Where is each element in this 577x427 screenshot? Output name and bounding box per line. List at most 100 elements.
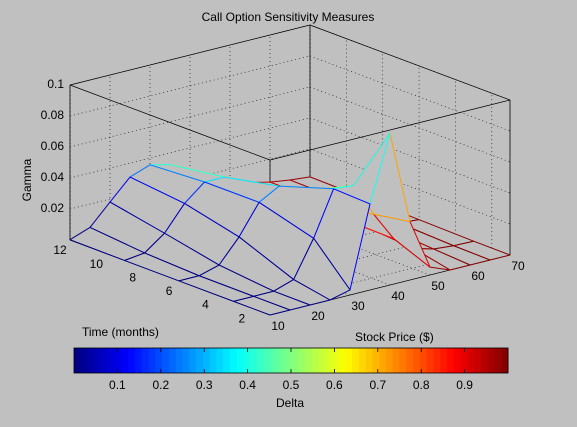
colorbar-cell [352, 348, 360, 373]
colorbar-cell [345, 348, 353, 373]
colorbar-tick-label: 0.9 [456, 378, 473, 392]
colorbar-cell [263, 348, 272, 373]
colorbar-cell [399, 348, 407, 373]
colorbar-cell [433, 348, 441, 373]
colorbar-tick-label: 0.1 [109, 378, 126, 392]
colorbar-tick-label: 0.8 [413, 378, 430, 392]
z-tick-label: 0.06 [41, 139, 65, 153]
colorbar-cell [365, 348, 373, 373]
colorbar-cell [141, 348, 150, 373]
x-tick-label: 60 [471, 269, 485, 283]
axis-edge [269, 99, 511, 161]
y-axis-label: Time (months) [82, 325, 159, 339]
colorbar-cell [284, 348, 292, 373]
colorbar-cell [243, 348, 251, 373]
colorbar-cell [202, 348, 211, 373]
colorbar-cell [338, 348, 346, 373]
colorbar-cell [270, 348, 278, 373]
colorbar-cell [487, 348, 495, 373]
colorbar-cell [87, 348, 95, 373]
z-tick-label: 0.04 [41, 170, 65, 184]
colorbar-cell [426, 348, 434, 373]
axis-edge [69, 24, 311, 86]
colorbar-cell [277, 348, 285, 373]
x-axis-label: Stock Price ($) [355, 330, 434, 344]
colorbar-tick-label: 0.6 [326, 378, 343, 392]
colorbar-tick-label: 0.4 [239, 378, 256, 392]
colorbar-cell [189, 348, 197, 373]
chart-title: Call Option Sensitivity Measures [202, 10, 375, 24]
colorbar: 0.1 0.2 0.3 0.4 0.5 0.6 0.7 0.8 0.9 [73, 347, 509, 392]
colorbar-cell [467, 348, 475, 373]
y-tick-label: 8 [129, 270, 136, 284]
axis-edge [69, 84, 271, 161]
colorbar-cell [155, 348, 163, 373]
colorbar-cell [257, 348, 265, 373]
colorbar-cell [419, 348, 428, 373]
tick-labels: 10 20 30 40 50 60 70 2 4 6 8 10 12 0.02 0.04 0.06 0.08 0.… [41, 77, 525, 333]
colorbar-cell [460, 348, 468, 373]
colorbar-cell [406, 348, 414, 373]
mesh-cell [233, 295, 291, 316]
colorbar-cell [114, 348, 122, 373]
z-tick-label: 0.1 [47, 77, 64, 91]
colorbar-cell [379, 348, 387, 373]
colorbar-cell [121, 348, 129, 373]
colorbar-cell [135, 348, 143, 373]
colorbar-cell [494, 348, 502, 373]
colorbar-cell [229, 348, 238, 373]
colorbar-cell [474, 348, 482, 373]
colorbar-cell [182, 348, 190, 373]
y-tick-label: 6 [166, 284, 173, 298]
colorbar-cell [291, 348, 299, 373]
colorbar-cell [216, 348, 224, 373]
colorbar-label: Delta [276, 396, 304, 410]
colorbar-cell [392, 348, 400, 373]
x-tick-label: 40 [391, 289, 405, 303]
colorbar-cell [440, 348, 448, 373]
colorbar-cell [453, 348, 462, 373]
colorbar-cell [324, 348, 333, 373]
colorbar-cell [148, 348, 156, 373]
colorbar-cell [446, 348, 455, 373]
colorbar-cell [196, 348, 204, 373]
colorbar-cell [162, 348, 170, 373]
x-tick-label: 20 [311, 309, 325, 323]
colorbar-cell [385, 348, 394, 373]
colorbar-cell [250, 348, 258, 373]
colorbar-cell [80, 348, 89, 373]
colorbar-tick-label: 0.3 [196, 378, 213, 392]
z-tick-label: 0.02 [41, 201, 65, 215]
z-axis-label: Gamma [20, 158, 34, 201]
colorbar-cell [501, 348, 509, 373]
x-tick-label: 30 [351, 299, 365, 313]
colorbar-cell [107, 348, 116, 373]
colorbar-tick-label: 0.2 [152, 378, 169, 392]
z-tick-label: 0.08 [41, 108, 65, 122]
mesh [69, 132, 511, 316]
colorbar-cell [331, 348, 339, 373]
colorbar-cell [372, 348, 380, 373]
colorbar-cell [311, 348, 319, 373]
colorbar-cell [101, 348, 109, 373]
colorbar-cell [236, 348, 245, 373]
x-tick-label: 70 [511, 259, 525, 273]
colorbar-cell [94, 348, 102, 373]
colorbar-cell [128, 348, 136, 373]
colorbar-cell [168, 348, 177, 373]
colorbar-cell [297, 348, 306, 373]
y-tick-label: 2 [238, 311, 245, 325]
axis-edge [309, 24, 511, 101]
colorbar-cell [304, 348, 312, 373]
y-tick-label: 4 [202, 298, 209, 312]
colorbar-cell [209, 348, 217, 373]
x-tick-label: 50 [431, 279, 445, 293]
colorbar-cell [223, 348, 231, 373]
x-tick-label: 10 [271, 319, 285, 333]
y-tick-label: 10 [90, 257, 104, 271]
y-tick-label: 12 [53, 243, 67, 257]
colorbar-cell [175, 348, 183, 373]
colorbar-tick-label: 0.5 [283, 378, 300, 392]
colorbar-cell [480, 348, 489, 373]
